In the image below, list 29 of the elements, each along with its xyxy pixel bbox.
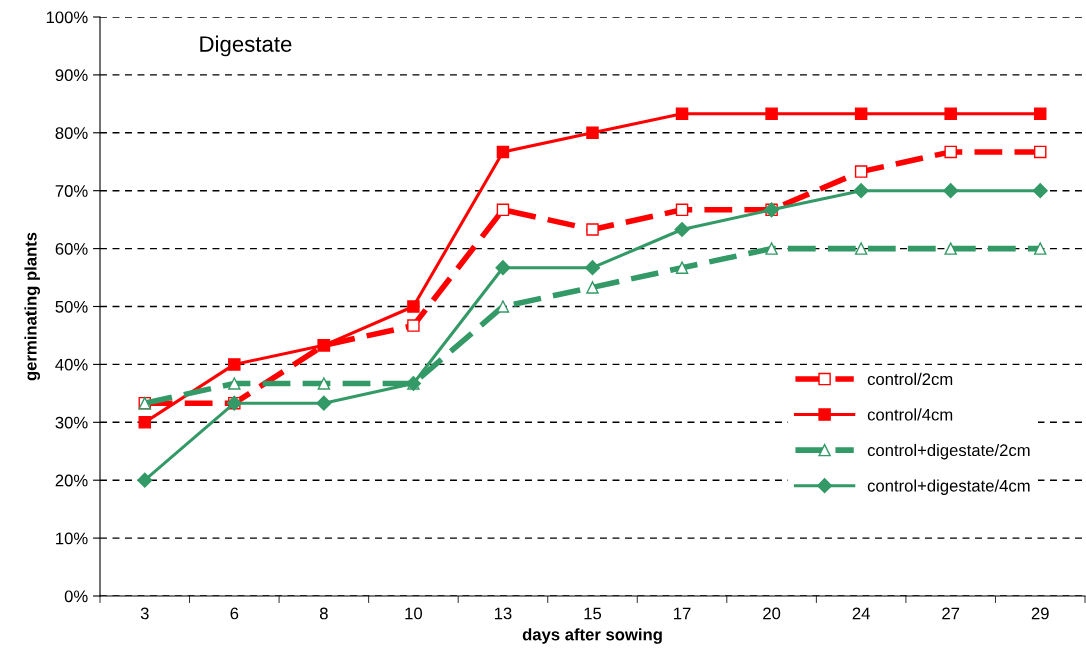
x-tick-label: 8: [319, 607, 328, 620]
legend-label: control+digestate/2cm: [867, 443, 1030, 460]
x-tick-label: 10: [405, 607, 423, 620]
x-tick-label: 13: [494, 607, 512, 620]
legend-label: control+digestate/4cm: [867, 479, 1030, 495]
legend-label: control/4cm: [867, 408, 953, 421]
text: Digestate: [200, 35, 292, 57]
y-tick-label: 50%: [55, 300, 88, 313]
legend-label: control/2cm: [867, 372, 953, 386]
x-tick-label: 15: [584, 607, 602, 620]
y-axis-title: germinating plants: [24, 232, 41, 381]
y-tick-label: 100%: [46, 11, 88, 24]
x-tick-label: 29: [1031, 607, 1049, 620]
x-tick-label: 17: [674, 607, 691, 620]
y-tick-label: 60%: [55, 243, 88, 255]
x-tick-label: 20: [763, 607, 781, 620]
y-tick-label: 10%: [56, 532, 88, 545]
x-axis-title: days after sowing: [522, 628, 662, 644]
y-tick-label: 20%: [55, 474, 88, 487]
x-tick-label: 3: [140, 607, 149, 620]
x-tick-label: 24: [852, 607, 870, 620]
y-tick-label: 30%: [55, 416, 88, 429]
x-tick-label: 6: [230, 607, 239, 620]
y-tick-label: 40%: [55, 358, 88, 371]
y-tick-label: 0%: [64, 590, 88, 603]
y-tick-label: 90%: [55, 69, 88, 82]
y-tick-label: 70%: [55, 185, 88, 197]
y-tick-label: 80%: [55, 127, 88, 139]
x-tick-label: 27: [942, 607, 960, 620]
